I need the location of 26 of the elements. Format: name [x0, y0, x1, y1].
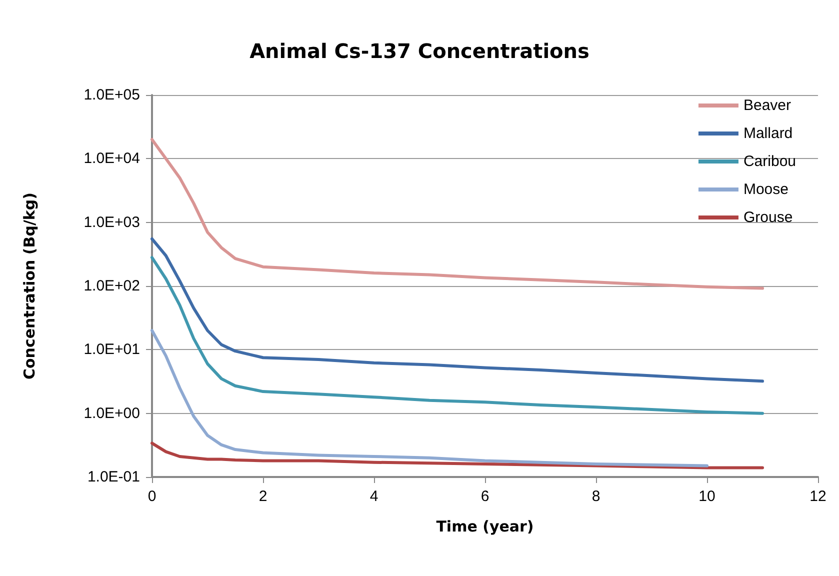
legend-label: Caribou — [743, 153, 796, 170]
legend-label: Beaver — [743, 97, 791, 114]
chart-title: Animal Cs-137 Concentrations — [250, 39, 590, 63]
y-tick-label: 1.0E+01 — [84, 341, 140, 358]
line-series — [150, 442, 764, 470]
x-tick-label: 12 — [810, 488, 826, 505]
y-tick-label: 1.0E+04 — [84, 150, 140, 168]
y-tick-label: 1.0E-01 — [87, 468, 140, 486]
line-series — [150, 256, 764, 415]
legend-label: Moose — [743, 181, 788, 198]
x-tick-label: 6 — [480, 488, 490, 505]
y-tick-label: 1.0E+03 — [84, 214, 140, 231]
y-tick-label: 1.0E+00 — [84, 404, 140, 422]
line-series — [150, 237, 764, 383]
y-axis-title: Concentration (Bq/kg) — [20, 192, 38, 380]
x-tick-label: 0 — [148, 488, 156, 505]
line-series — [150, 329, 708, 468]
y-tick-label: 1.0E+05 — [84, 86, 140, 104]
y-tick-label: 1.0E+02 — [84, 278, 140, 294]
x-tick-label: 10 — [698, 488, 716, 505]
legend-label: Grouse — [743, 209, 793, 226]
x-tick-label: 8 — [592, 488, 600, 505]
x-tick-label: 2 — [258, 488, 268, 505]
x-axis-title: Time (year) — [436, 518, 534, 536]
legend-label: Mallard — [743, 125, 793, 142]
x-tick-label: 4 — [370, 488, 378, 505]
